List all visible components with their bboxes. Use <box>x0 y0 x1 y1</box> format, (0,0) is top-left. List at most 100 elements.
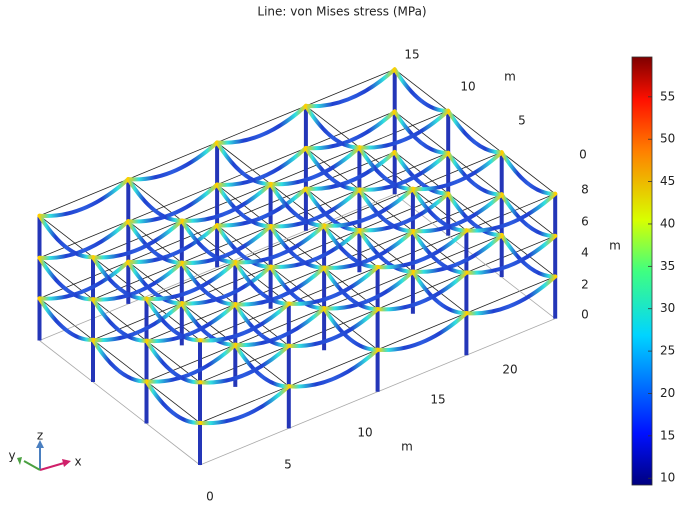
beam <box>268 224 327 270</box>
x-tick-label: 5 <box>284 458 292 472</box>
beam <box>322 186 415 228</box>
beam <box>499 192 558 238</box>
colorbar-tick-label: 50 <box>660 132 675 146</box>
z-tick-label: 6 <box>581 215 589 229</box>
grid-edge <box>128 178 290 304</box>
beam <box>91 337 149 384</box>
grid-edge <box>305 105 467 231</box>
y-tick-label: 15 <box>404 48 419 62</box>
beam <box>37 255 95 302</box>
beam <box>322 269 415 311</box>
beam <box>91 297 149 343</box>
beam <box>499 150 558 196</box>
beam <box>233 302 291 348</box>
beam <box>37 177 131 218</box>
beam <box>303 103 362 150</box>
z-tick-label: 4 <box>581 246 589 260</box>
beam <box>303 146 362 192</box>
beam <box>322 306 380 352</box>
beam <box>446 150 504 197</box>
beam <box>286 307 380 348</box>
beam <box>464 191 558 233</box>
z-tick-label: 0 <box>581 308 589 322</box>
colorbar-tick-label: 35 <box>660 259 675 273</box>
beam <box>198 343 291 385</box>
beam <box>91 218 184 260</box>
z-tick-label: 8 <box>581 183 589 197</box>
beam <box>126 223 220 265</box>
beam <box>446 108 504 155</box>
beam <box>357 191 451 233</box>
beam <box>215 186 308 228</box>
beam <box>464 233 558 275</box>
colorbar-tick-label: 10 <box>660 471 675 485</box>
beam <box>357 228 415 274</box>
beam <box>233 265 327 307</box>
beam <box>268 264 327 311</box>
colorbar-tick-label: 25 <box>660 344 675 358</box>
beam <box>233 306 327 348</box>
beam <box>464 274 558 316</box>
colorbar-tick-label: 15 <box>660 428 675 442</box>
beam <box>410 186 469 233</box>
beam <box>179 264 273 306</box>
grid-edge <box>39 215 201 341</box>
structure <box>37 67 558 466</box>
y-axis-unit: m <box>504 70 516 84</box>
beam <box>37 213 95 260</box>
beam <box>357 187 415 234</box>
beam <box>179 218 238 265</box>
beam <box>499 233 558 279</box>
beam <box>91 255 149 301</box>
beam <box>215 182 273 229</box>
beam <box>303 67 397 109</box>
beam <box>144 302 238 344</box>
colorbar-tick-label: 40 <box>660 216 675 230</box>
axis-triad: z x y <box>8 429 82 471</box>
triad-z: z <box>37 429 43 443</box>
z-tick-label: 2 <box>581 278 589 292</box>
beam <box>144 379 202 425</box>
beam <box>126 177 184 223</box>
beam <box>357 108 451 150</box>
base-edge <box>39 340 201 466</box>
beam <box>410 233 504 274</box>
beam <box>233 223 327 265</box>
beam <box>286 347 380 389</box>
x-tick-label: 15 <box>430 393 445 407</box>
beam <box>179 301 238 347</box>
x-axis-unit: m <box>401 440 413 454</box>
beam <box>233 342 291 389</box>
beam <box>410 150 504 192</box>
colorbar-tick-label: 55 <box>660 89 675 103</box>
beam <box>144 342 238 384</box>
beam <box>303 150 397 191</box>
colorbar-tick-label: 30 <box>660 301 675 315</box>
colorbar-tick-label: 20 <box>660 386 675 400</box>
beam <box>392 109 451 155</box>
beam <box>268 187 362 229</box>
z-axis-unit: m <box>609 239 621 253</box>
beam <box>37 296 95 342</box>
beam <box>392 150 451 196</box>
beam <box>286 265 380 306</box>
beam <box>357 145 415 191</box>
beam <box>410 229 469 275</box>
y-tick-label: 10 <box>460 80 475 94</box>
beam <box>410 192 504 234</box>
beam <box>91 260 184 302</box>
beam <box>126 140 220 182</box>
beam <box>303 109 397 151</box>
beam <box>37 219 131 261</box>
beam <box>303 186 362 233</box>
beam <box>268 145 362 187</box>
beam <box>126 219 184 265</box>
beam <box>179 182 273 223</box>
beam <box>375 311 469 352</box>
y-tick-label: 5 <box>518 114 526 128</box>
beam <box>215 223 273 269</box>
x-tick-label: 10 <box>357 426 372 440</box>
grid-edge <box>39 298 201 424</box>
beam <box>179 260 238 307</box>
